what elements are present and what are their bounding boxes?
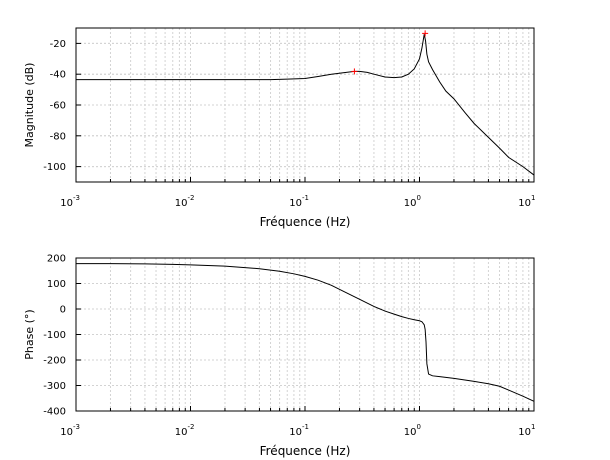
phase-plot: 10 -3 10 -2 10 -1 10 0 10 1 2001000-100-200-300-4… bbox=[23, 254, 535, 459]
magnitude-markers-group bbox=[351, 30, 429, 75]
phase-x-tick-base: 10 bbox=[518, 427, 531, 438]
magnitude-x-tick-base: 10 bbox=[175, 198, 188, 209]
phase-x-tick-label: 10 -3 bbox=[60, 423, 80, 438]
phase-y-tick-label: -200 bbox=[43, 356, 66, 367]
magnitude-x-tick-label: 10 0 bbox=[404, 194, 421, 209]
magnitude-x-tick-base: 10 bbox=[289, 198, 302, 209]
phase-y-tick-label: -300 bbox=[43, 381, 66, 392]
magnitude-y-tick-label: -60 bbox=[50, 101, 66, 112]
phase-x-tick-base: 10 bbox=[289, 427, 302, 438]
magnitude-axis-ticks bbox=[75, 42, 535, 182]
phase-y-tick-label: 100 bbox=[47, 279, 66, 290]
magnitude-x-tick-label: 10 1 bbox=[518, 194, 535, 209]
phase-x-tick-label: 10 1 bbox=[518, 423, 535, 438]
phase-x-tick-exponent: 1 bbox=[531, 423, 535, 431]
magnitude-x-tick-exponent: 0 bbox=[417, 194, 421, 202]
phase-series-line-0 bbox=[76, 263, 535, 402]
phase-y-tick-labels: 200 100 0 -100 -200 -300 -400 bbox=[43, 254, 66, 418]
phase-y-axis-title: Phase (°) bbox=[23, 309, 36, 359]
phase-axis-ticks bbox=[75, 257, 535, 412]
phase-x-tick-label: 10 -2 bbox=[175, 423, 195, 438]
phase-grid bbox=[76, 258, 534, 411]
magnitude-x-tick-exponent: -2 bbox=[188, 194, 195, 202]
magnitude-y-tick-label: -100 bbox=[43, 162, 66, 173]
phase-y-tick-label: 0 bbox=[60, 305, 66, 316]
magnitude-series-line-0 bbox=[76, 34, 535, 176]
phase-series-group bbox=[76, 263, 535, 402]
magnitude-peak-marker-0 bbox=[351, 68, 358, 75]
magnitude-y-tick-label: -40 bbox=[50, 70, 66, 81]
magnitude-x-tick-exponent: -1 bbox=[302, 194, 309, 202]
magnitude-x-tick-label: 10 -3 bbox=[60, 194, 80, 209]
magnitude-x-axis-title: Fréquence (Hz) bbox=[260, 215, 351, 229]
magnitude-x-tick-base: 10 bbox=[60, 198, 73, 209]
phase-x-tick-base: 10 bbox=[404, 427, 417, 438]
magnitude-peak-marker-1 bbox=[422, 30, 429, 37]
magnitude-y-axis-title: Magnitude (dB) bbox=[23, 63, 36, 148]
phase-x-tick-label: 10 -1 bbox=[289, 423, 309, 438]
magnitude-series-group bbox=[76, 34, 535, 176]
magnitude-x-tick-labels: 10 -3 10 -2 10 -1 10 0 10 1 bbox=[60, 194, 535, 209]
magnitude-x-tick-exponent: 1 bbox=[531, 194, 535, 202]
phase-y-tick-label: 200 bbox=[47, 254, 66, 265]
phase-x-tick-exponent: -3 bbox=[73, 423, 80, 431]
phase-x-tick-base: 10 bbox=[175, 427, 188, 438]
phase-x-tick-exponent: -1 bbox=[302, 423, 309, 431]
magnitude-plot: 10 -3 10 -2 10 -1 10 0 10 1 -20-40-60-80-100 Fréq… bbox=[23, 27, 535, 229]
magnitude-x-tick-base: 10 bbox=[518, 198, 531, 209]
phase-y-tick-label: -400 bbox=[43, 407, 66, 418]
magnitude-grid bbox=[76, 28, 534, 182]
magnitude-x-tick-exponent: -3 bbox=[73, 194, 80, 202]
phase-y-tick-label: -100 bbox=[43, 330, 66, 341]
phase-x-tick-label: 10 0 bbox=[404, 423, 421, 438]
phase-x-axis-title: Fréquence (Hz) bbox=[260, 444, 351, 458]
magnitude-x-tick-base: 10 bbox=[404, 198, 417, 209]
phase-x-tick-labels: 10 -3 10 -2 10 -1 10 0 10 1 bbox=[60, 423, 535, 438]
phase-x-tick-exponent: -2 bbox=[188, 423, 195, 431]
magnitude-x-tick-label: 10 -2 bbox=[175, 194, 195, 209]
magnitude-x-tick-label: 10 -1 bbox=[289, 194, 309, 209]
magnitude-y-tick-label: -80 bbox=[50, 131, 66, 142]
magnitude-y-tick-labels: -20 -40 -60 -80 -100 bbox=[43, 39, 66, 173]
phase-x-tick-base: 10 bbox=[60, 427, 73, 438]
magnitude-y-tick-label: -20 bbox=[50, 39, 66, 50]
phase-x-tick-exponent: 0 bbox=[417, 423, 421, 431]
